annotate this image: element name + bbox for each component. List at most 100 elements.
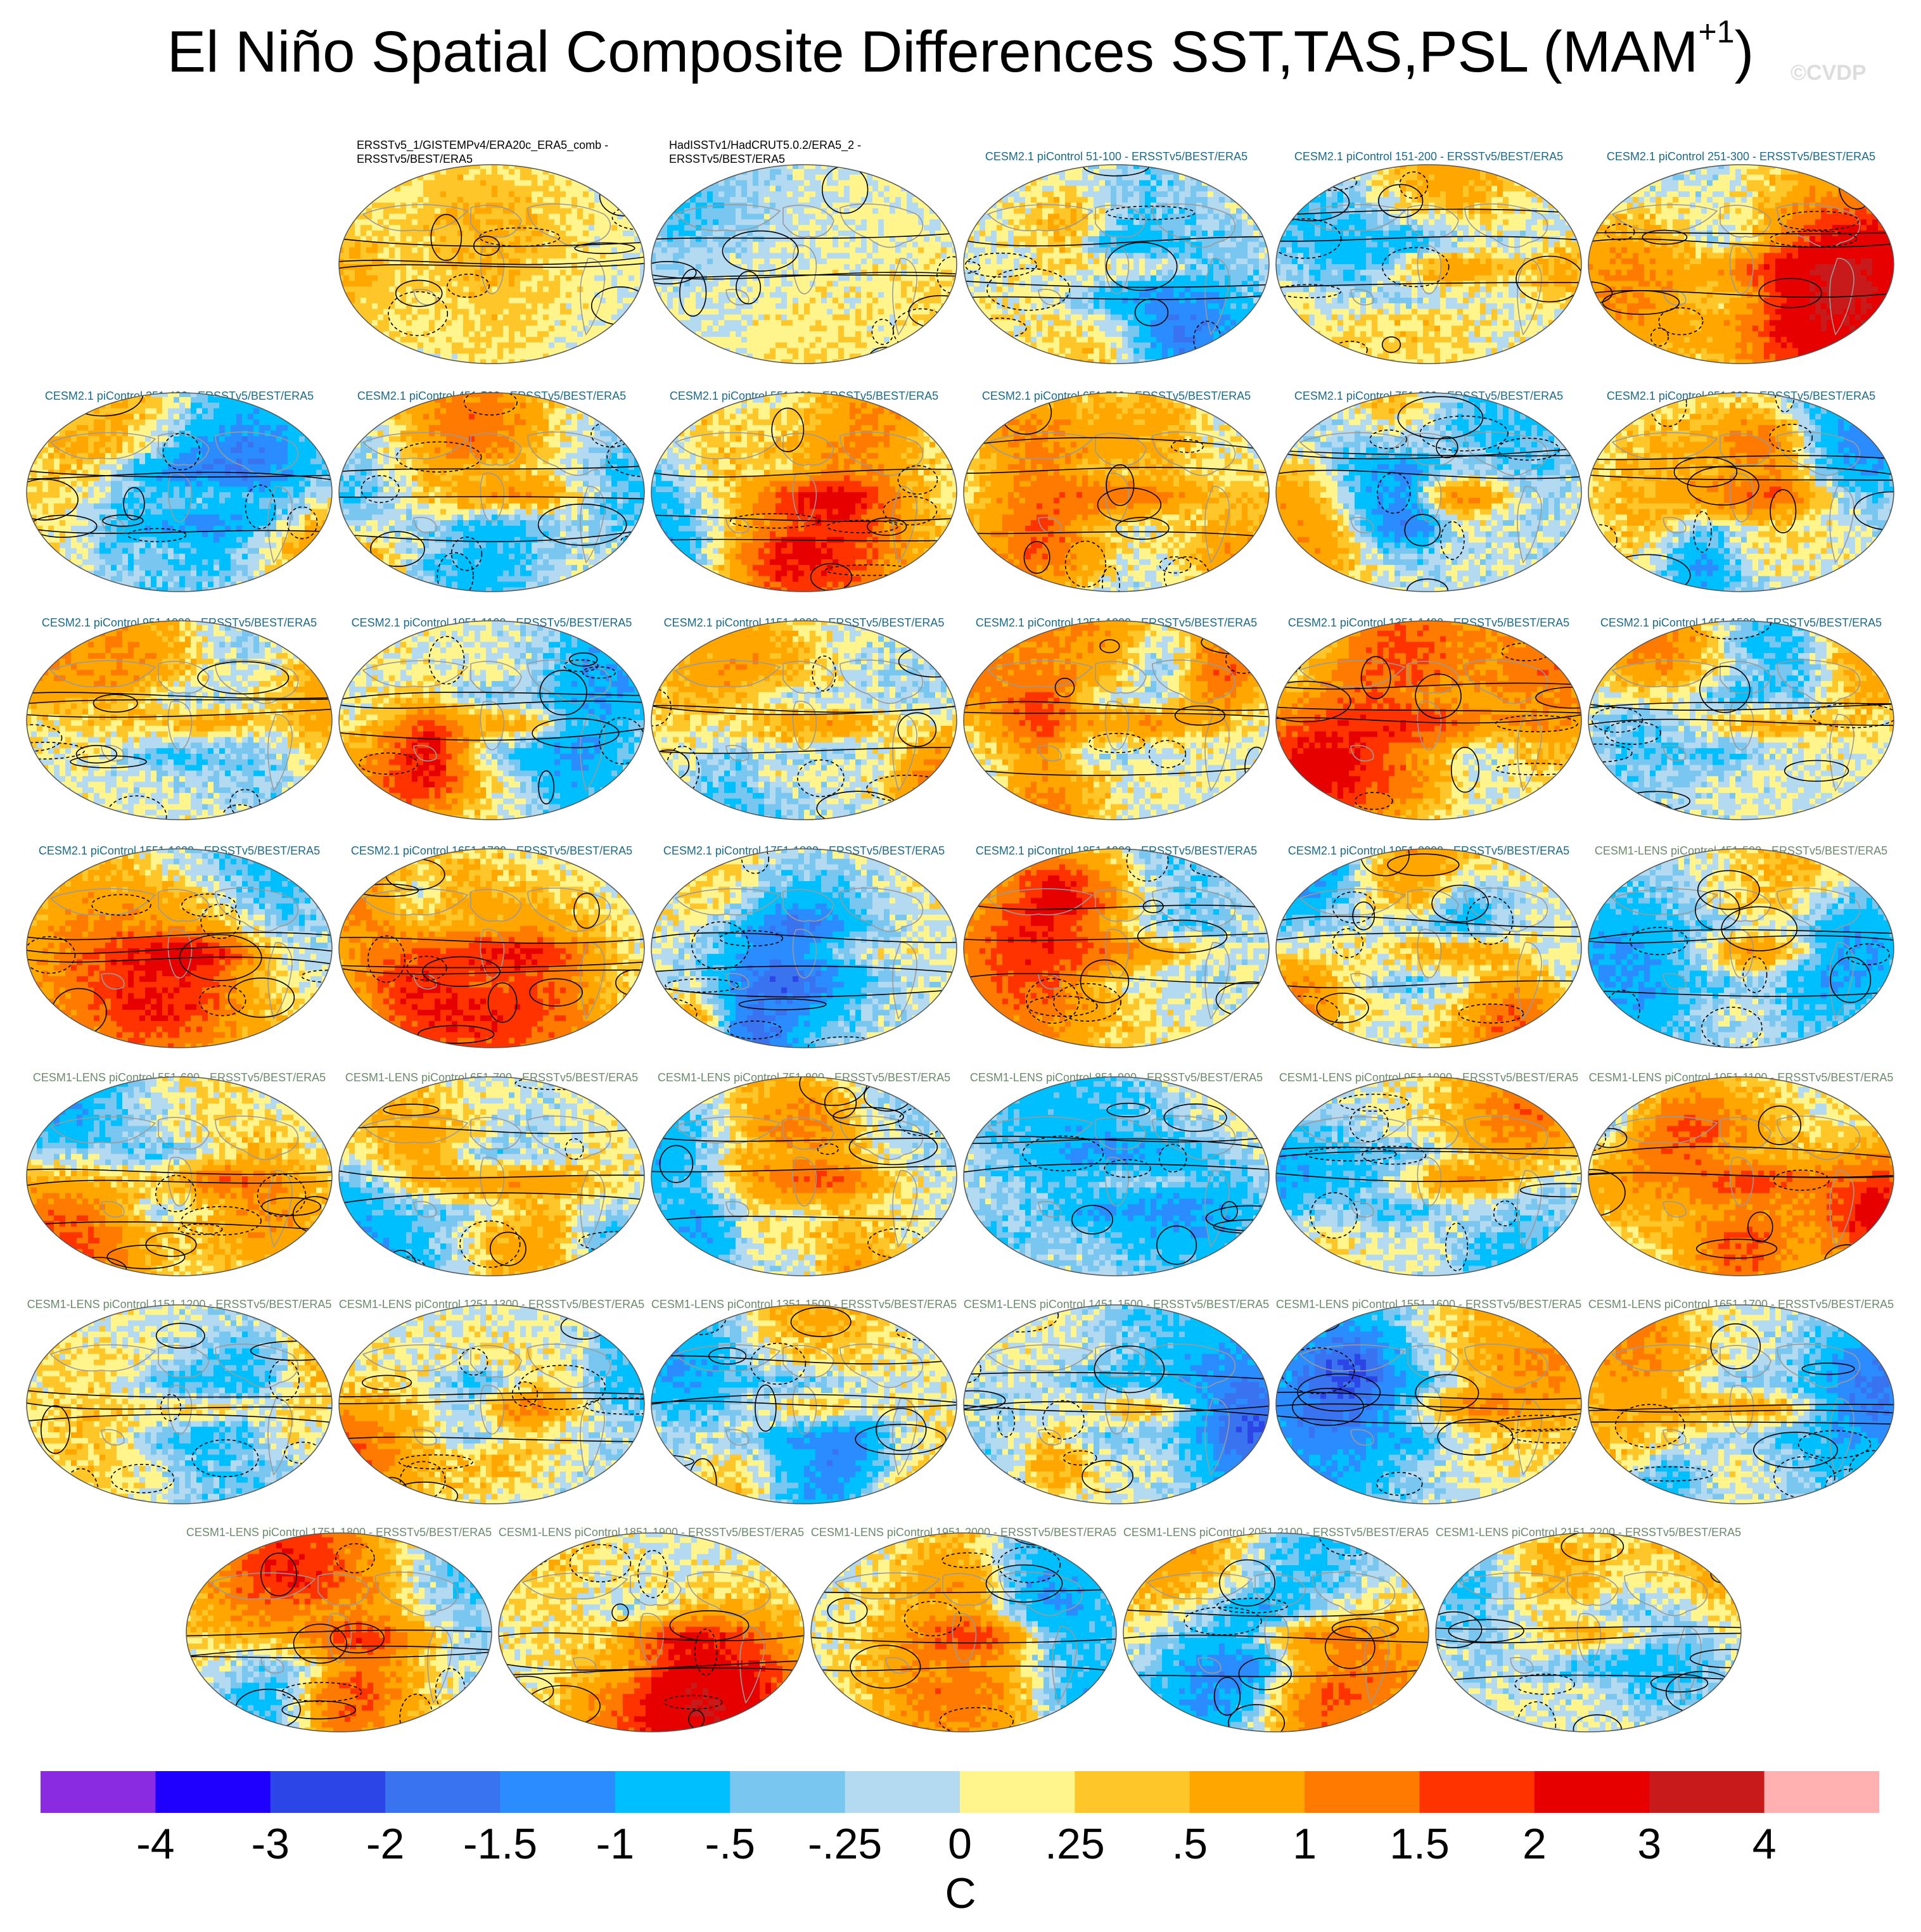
grid-cell [1111,264,1117,270]
grid-cell [684,253,691,258]
grid-cell [395,348,401,354]
grid-cell [566,214,572,220]
grid-cell [798,337,805,343]
grid-cell [418,203,424,208]
grid-cell [1248,197,1254,203]
grid-cell [724,214,731,220]
grid-cell [935,315,941,321]
grid-cell [378,231,384,236]
grid-cell [810,320,816,326]
grid-cell [974,181,980,186]
grid-cell [503,359,509,365]
grid-cell [764,248,770,253]
grid-cell [787,197,793,203]
grid-cell [730,248,736,253]
grid-cell [890,359,896,365]
grid-cell [855,343,862,348]
grid-cell [935,286,941,292]
grid-cell [787,214,793,220]
grid-cell [696,359,702,365]
grid-cell [1059,248,1066,253]
grid-cell [1196,191,1203,197]
grid-cell [850,276,856,281]
grid-cell [1242,258,1248,264]
grid-cell [554,191,561,197]
grid-cell [730,214,736,220]
grid-cell [867,286,873,292]
grid-cell [355,258,361,264]
grid-cell [907,292,913,298]
grid-cell [690,203,696,208]
grid-cell [452,163,458,169]
grid-cell [901,219,907,225]
grid-cell [1139,203,1146,208]
grid-cell [629,281,635,287]
grid-cell [764,258,770,264]
grid-cell [629,197,635,203]
grid-cell [1065,186,1071,191]
grid-cell [684,169,691,175]
grid-cell [690,343,696,348]
grid-cell [861,286,867,292]
grid-cell [1082,175,1088,181]
grid-cell [679,248,685,253]
grid-cell [1094,197,1100,203]
grid-cell [606,292,612,298]
grid-cell [798,264,805,270]
grid-cell [684,343,691,348]
grid-cell [372,191,378,197]
grid-cell [753,348,759,354]
grid-cell [1151,186,1157,191]
grid-cell [418,292,424,298]
grid-cell [701,236,708,242]
grid-cell [696,320,702,326]
grid-cell [1248,191,1254,197]
grid-cell [1002,253,1009,258]
grid-cell [929,169,936,175]
grid-cell [463,264,469,270]
grid-cell [446,326,452,331]
grid-cell [1179,258,1185,264]
grid-cell [469,169,475,175]
grid-cell [389,242,395,248]
grid-cell [395,191,401,197]
grid-cell [821,286,827,292]
grid-cell [667,326,673,331]
grid-cell [389,326,395,331]
grid-cell [440,231,447,236]
grid-cell [1219,181,1225,186]
grid-cell [537,248,544,253]
grid-cell [701,258,708,264]
grid-cell [1173,253,1180,258]
grid-cell [1133,258,1140,264]
grid-cell [1002,214,1009,220]
grid-cell [383,281,390,287]
grid-cell [560,214,566,220]
grid-cell [667,225,673,231]
grid-cell [406,286,412,292]
grid-cell [463,315,469,321]
grid-cell [520,197,527,203]
grid-cell [349,343,355,348]
grid-cell [452,175,458,181]
grid-cell [537,214,544,220]
grid-cell [947,303,953,309]
grid-cell [1105,181,1111,186]
grid-cell [895,208,902,214]
grid-cell [918,276,924,281]
grid-cell [366,219,373,225]
grid-cell [1099,186,1106,191]
grid-cell [366,186,373,191]
grid-cell [867,197,873,203]
grid-cell [770,225,776,231]
grid-cell [844,242,850,248]
grid-cell [435,181,441,186]
grid-cell [890,258,896,264]
grid-cell [798,353,805,359]
panel-title: ERSSTv5_1/GISTEMPv4/ERA20c_ERA5_comb - E… [357,138,608,166]
grid-cell [634,175,641,181]
grid-cell [667,286,673,292]
grid-cell [509,315,515,321]
grid-cell [912,242,919,248]
grid-cell [650,292,656,298]
